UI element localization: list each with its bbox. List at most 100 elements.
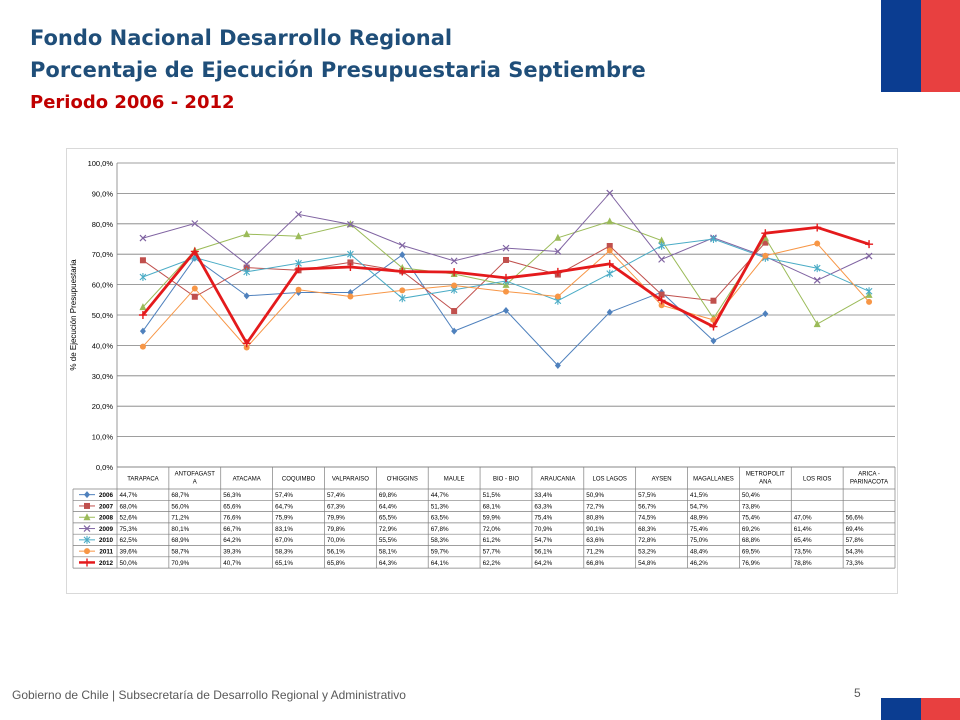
data-label: 73,3% [846, 560, 864, 567]
data-label: 61,4% [794, 526, 812, 533]
data-point [398, 263, 406, 271]
legend-series-name: 2012 [99, 560, 114, 567]
data-point [347, 259, 354, 266]
data-point [295, 210, 302, 218]
data-point [554, 248, 562, 255]
data-label: 33,4% [534, 492, 552, 499]
data-point [346, 220, 354, 228]
data-point [451, 308, 458, 315]
data-point [190, 247, 199, 256]
data-point [813, 276, 821, 284]
data-point [399, 287, 406, 294]
data-label: 62,2% [483, 560, 501, 567]
data-label: 64,7% [275, 503, 293, 510]
data-point [83, 513, 91, 521]
legend-series-name: 2006 [99, 492, 114, 499]
data-label: 56,6% [846, 515, 864, 522]
data-label: 58,7% [171, 548, 189, 555]
data-label: 66,7% [223, 526, 241, 533]
data-label: 44,7% [431, 492, 449, 499]
data-point [554, 233, 562, 241]
data-label: 80,1% [171, 526, 189, 533]
data-label: 64,4% [379, 503, 397, 510]
data-label: 71,2% [586, 548, 604, 555]
data-point [813, 223, 822, 232]
data-point [866, 298, 873, 305]
data-label: 70,9% [534, 526, 552, 533]
data-point [502, 273, 510, 282]
data-point [347, 250, 354, 259]
data-point [139, 257, 146, 264]
data-label: 67,8% [431, 526, 449, 533]
data-label: 69,5% [742, 548, 760, 555]
data-label: 57,4% [327, 492, 345, 499]
data-point [761, 229, 770, 238]
table-header-cell: ATACAMA [233, 477, 261, 483]
y-tick-label: 0,0% [96, 463, 113, 472]
data-point [398, 241, 406, 249]
data-label: 52,6% [120, 515, 138, 522]
table-header-cell: MAGALLANES [693, 477, 734, 483]
data-point [606, 242, 613, 249]
data-label: 67,3% [327, 503, 345, 510]
data-point [139, 234, 147, 242]
data-label: 68,7% [171, 492, 189, 499]
data-point [710, 235, 717, 243]
legend-series-name: 2009 [99, 526, 114, 533]
table-header-cell: LOS LAGOS [593, 477, 627, 483]
data-label: 72,8% [638, 537, 656, 544]
y-tick-label: 70,0% [92, 250, 114, 259]
data-point [451, 282, 458, 289]
data-label: 40,7% [223, 560, 241, 567]
data-label: 47,0% [794, 515, 812, 522]
data-label: 39,6% [120, 548, 138, 555]
y-tick-label: 60,0% [92, 281, 114, 290]
data-label: 75,3% [120, 526, 138, 533]
data-label: 90,1% [586, 526, 604, 533]
data-label: 68,3% [638, 526, 656, 533]
legend-series-name: 2007 [99, 503, 114, 510]
flag-blue-band-bottom [881, 698, 921, 720]
data-point [399, 251, 406, 259]
y-axis-label: % de Ejecución Presupuestaria [69, 259, 78, 371]
page-title: Fondo Nacional Desarrollo Regional [30, 26, 453, 50]
data-label: 69,2% [742, 526, 760, 533]
data-point [139, 327, 146, 335]
data-label: 62,5% [120, 537, 138, 544]
y-tick-label: 100,0% [88, 159, 114, 168]
data-label: 65,4% [794, 537, 812, 544]
data-point [347, 293, 354, 300]
data-point [762, 239, 769, 246]
data-label: 69,4% [846, 526, 864, 533]
y-tick-label: 40,0% [92, 341, 114, 350]
data-point [139, 303, 147, 311]
data-point [554, 293, 561, 300]
data-label: 58,1% [379, 548, 397, 555]
data-point [606, 217, 614, 225]
data-label: 75,4% [690, 526, 708, 533]
data-point [398, 294, 406, 303]
data-label: 83,1% [275, 526, 293, 533]
data-point [295, 232, 303, 240]
data-label: 58,3% [275, 548, 293, 555]
data-label: 51,5% [483, 492, 501, 499]
data-label: 54,8% [638, 560, 656, 567]
data-label: 71,2% [171, 515, 189, 522]
data-point [295, 286, 302, 293]
data-label: 63,6% [586, 537, 604, 544]
data-point [451, 327, 458, 335]
legend-series-name: 2008 [99, 515, 114, 522]
data-label: 68,0% [120, 503, 138, 510]
data-label: 70,9% [171, 560, 189, 567]
data-label: 57,5% [638, 492, 656, 499]
data-label: 48,9% [690, 515, 708, 522]
y-tick-label: 30,0% [92, 372, 114, 381]
data-label: 75,0% [690, 537, 708, 544]
data-point [553, 267, 562, 276]
data-label: 64,1% [431, 560, 449, 567]
data-label: 68,9% [171, 537, 189, 544]
data-label: 57,4% [275, 492, 293, 499]
data-point [139, 343, 146, 350]
data-point [658, 255, 666, 263]
data-point [710, 297, 717, 304]
